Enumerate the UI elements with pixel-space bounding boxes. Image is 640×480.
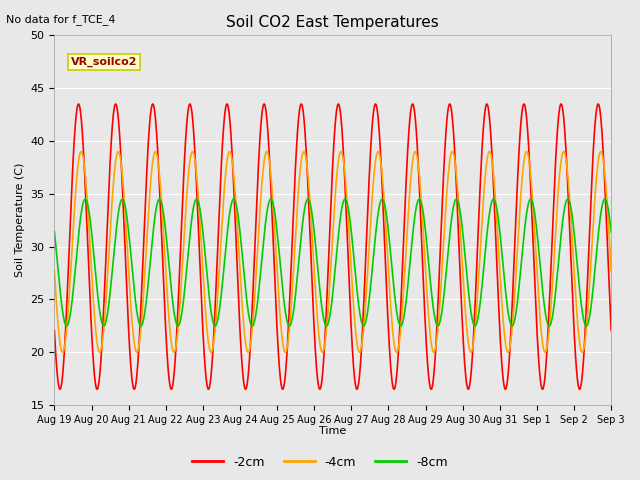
-2cm (536, 378, 544, 384)
-4cm (289, 288, 296, 293)
-4cm (51, 268, 58, 274)
Title: Soil CO2 East Temperatures: Soil CO2 East Temperatures (227, 15, 439, 30)
-2cm (147, 107, 155, 112)
-2cm (56, 386, 64, 392)
-2cm (289, 237, 296, 243)
-2cm (596, 113, 604, 119)
-2cm (115, 113, 122, 119)
-2cm (607, 327, 615, 333)
Line: -2cm: -2cm (54, 104, 611, 389)
-8cm (51, 229, 58, 235)
-8cm (264, 203, 272, 208)
-4cm (607, 268, 615, 274)
-2cm (51, 327, 58, 333)
-2cm (264, 132, 272, 138)
-8cm (596, 214, 604, 219)
-8cm (601, 196, 609, 202)
-8cm (147, 249, 155, 255)
-4cm (59, 349, 67, 355)
Legend: -2cm, -4cm, -8cm: -2cm, -4cm, -8cm (187, 451, 453, 474)
-4cm (264, 151, 272, 157)
-8cm (536, 265, 544, 271)
Line: -8cm: -8cm (54, 199, 611, 326)
Text: VR_soilco2: VR_soilco2 (71, 57, 138, 67)
-8cm (115, 212, 122, 217)
-8cm (63, 323, 70, 329)
-2cm (595, 101, 602, 107)
Text: No data for f_TCE_4: No data for f_TCE_4 (6, 14, 116, 25)
X-axis label: Time: Time (319, 426, 346, 436)
Y-axis label: Soil Temperature (C): Soil Temperature (C) (15, 163, 25, 277)
-4cm (115, 149, 122, 155)
-8cm (607, 229, 615, 235)
-4cm (147, 173, 155, 179)
-4cm (536, 320, 544, 325)
-4cm (597, 149, 605, 155)
-4cm (596, 149, 604, 155)
Line: -4cm: -4cm (54, 152, 611, 352)
-8cm (289, 316, 296, 322)
